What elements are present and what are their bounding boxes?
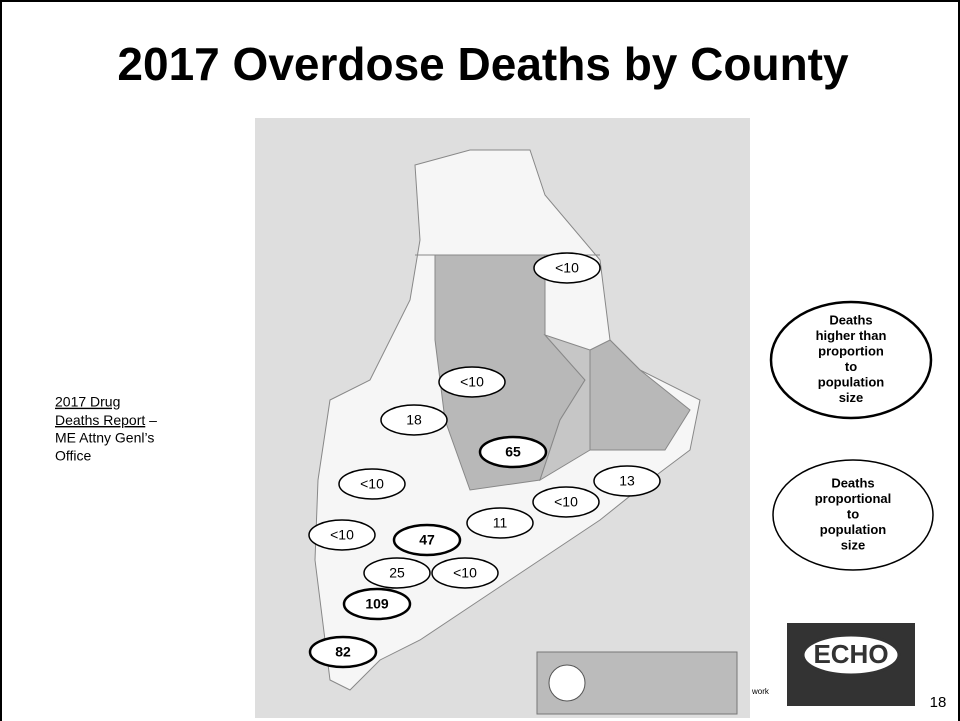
footer-fragment: work — [751, 687, 770, 696]
county-label: <10 — [360, 476, 384, 492]
legend-bubble — [769, 300, 933, 420]
legend-text: proportional — [815, 491, 892, 506]
county-label: 65 — [505, 444, 521, 460]
source-link[interactable]: Deaths Report — [55, 412, 145, 428]
county-label: 82 — [335, 644, 351, 660]
label-bubble — [431, 557, 499, 589]
legend-text: to — [845, 359, 857, 374]
county-dark — [539, 333, 591, 482]
legend-text: proportion — [818, 344, 884, 359]
source-link[interactable]: 2017 Drug — [55, 394, 120, 410]
county-label: 109 — [365, 596, 389, 612]
source-dash: – — [149, 412, 157, 428]
county-label: <10 — [555, 260, 579, 276]
legend-text: size — [841, 537, 866, 552]
county-label: <10 — [330, 527, 354, 543]
source-link-line: Deaths Report – — [55, 412, 157, 428]
cdc-seal — [548, 664, 586, 702]
echo-logo-text: ECHO — [813, 639, 888, 669]
legend-text: population — [820, 522, 886, 537]
county-label: 47 — [419, 532, 435, 548]
legend-bubble — [772, 459, 934, 571]
legend-text: size — [839, 390, 864, 405]
county-label: <10 — [460, 374, 484, 390]
legend-text: to — [847, 506, 859, 521]
county-label: 25 — [389, 565, 405, 581]
slide-number: 18 — [930, 694, 947, 711]
label-bubble — [593, 465, 661, 497]
label-bubble — [380, 404, 448, 436]
county-label: <10 — [453, 565, 477, 581]
legend-text: Deaths — [831, 475, 874, 490]
county-label: <10 — [554, 494, 578, 510]
source-text: Office — [55, 448, 92, 464]
label-bubble — [478, 435, 548, 469]
source-text: ME Attny Genl’s — [55, 430, 154, 446]
label-bubble — [532, 486, 600, 518]
county-label: 13 — [619, 473, 635, 489]
legend-text: Deaths — [829, 313, 872, 328]
label-bubble — [308, 635, 378, 669]
label-bubble — [392, 523, 462, 557]
county-label: 11 — [493, 515, 508, 531]
label-bubble — [363, 557, 431, 589]
label-bubble — [466, 507, 534, 539]
label-bubble — [438, 366, 506, 398]
echo-logo-oval — [801, 633, 901, 677]
label-bubble — [342, 587, 412, 621]
legend-text: higher than — [816, 328, 887, 343]
county-label: 18 — [406, 412, 422, 428]
map-labels: <10 <10 18 65 13 <10 <10 11 <10 47 25 <10 109 82 — [308, 252, 661, 669]
slide-title: 2017 Overdose Deaths by County — [117, 38, 849, 90]
label-bubble — [308, 519, 376, 551]
label-bubble — [533, 252, 601, 284]
legend-text: population — [818, 375, 884, 390]
source-note: 2017 Drug Deaths Report – ME Attny Genl’… — [55, 394, 157, 464]
label-bubble — [338, 468, 406, 500]
